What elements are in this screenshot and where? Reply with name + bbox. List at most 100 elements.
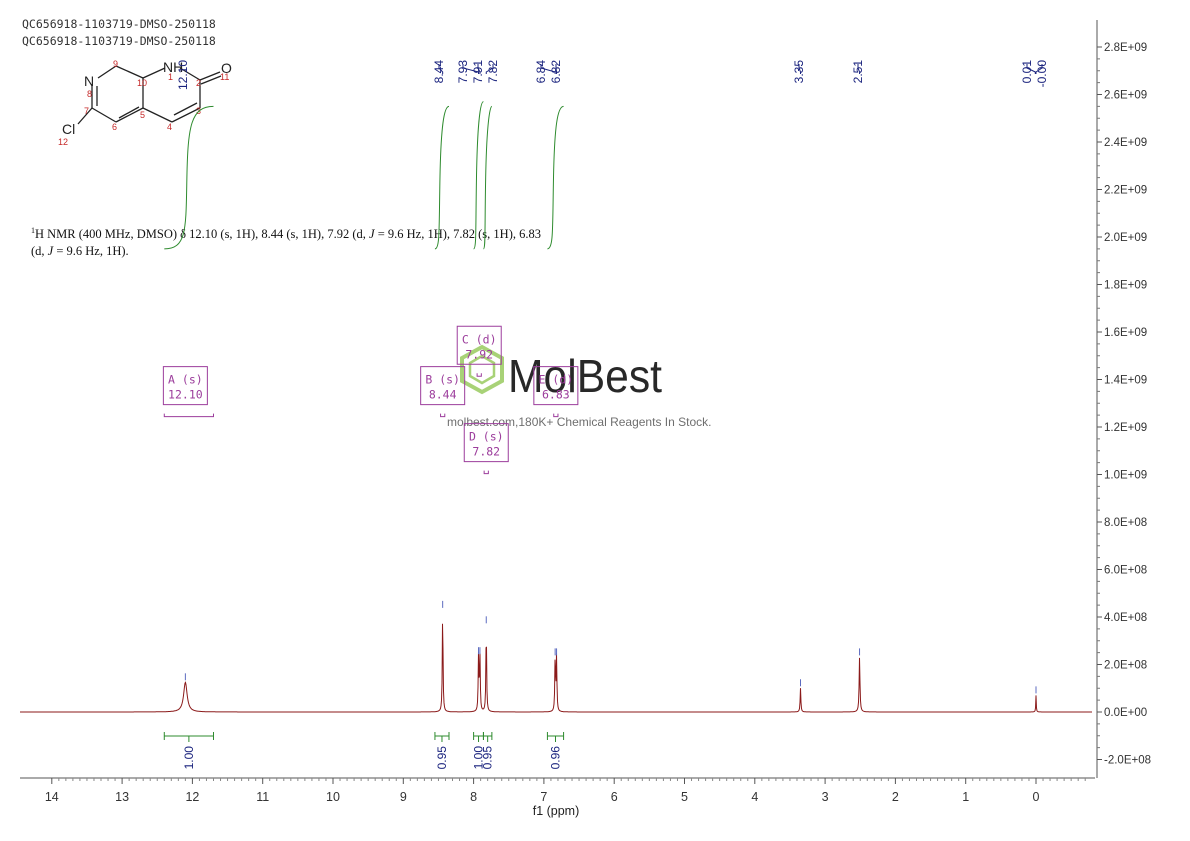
description-line1-post: = 9.6 Hz, 1H), 7.82 (s, 1H), 6.83 [375, 227, 541, 241]
multiplet-shift: 12.10 [168, 388, 203, 402]
peak-label: 0.01 [1020, 60, 1034, 84]
multiplet-range [163, 413, 214, 418]
x-tick-label: 8 [470, 790, 477, 804]
x-tick-label: 5 [681, 790, 688, 804]
x-tick-label: 0 [1033, 790, 1040, 804]
y-tick-label: 2.8E+09 [1104, 42, 1147, 54]
x-axis-title: f1 (ppm) [533, 804, 580, 818]
description-superscript: 1 [31, 226, 35, 235]
multiplet-box [162, 366, 208, 406]
x-tick-label: 13 [115, 790, 129, 804]
x-tick-label: 11 [256, 790, 269, 804]
y-tick-label: 1.0E+09 [1104, 470, 1147, 482]
peak-markers [184, 600, 1037, 694]
x-tick-label: 3 [822, 790, 829, 804]
multiplet-name: A (s) [168, 373, 203, 387]
peak-label: 7.82 [486, 60, 500, 84]
watermark-logo-icon [460, 344, 504, 395]
peak-label: 3.35 [792, 60, 806, 84]
integral-trace [473, 101, 484, 250]
y-tick-label: 4.0E+08 [1104, 612, 1147, 624]
description-line1-j: J [369, 227, 376, 241]
nmr-description-line1: 1H NMR (400 MHz, DMSO) δ 12.10 (s, 1H), … [31, 226, 541, 241]
y-tick-label: 8.0E+08 [1104, 517, 1147, 529]
integral-value: 0.95 [435, 746, 449, 770]
peak-label-connector [462, 64, 480, 74]
spectrum-trace [20, 623, 1092, 713]
atom-number-3: 3 [196, 106, 201, 116]
integral-value: 1.00 [472, 746, 486, 770]
multiplet-box [420, 366, 466, 406]
x-tick-label: 1 [962, 790, 969, 804]
peak-label-connector [1026, 64, 1036, 74]
y-tick-label: 1.4E+09 [1104, 375, 1147, 387]
multiplet-name: E (d) [539, 373, 574, 387]
description-line2-pre: (d, [31, 244, 48, 258]
integral-value: 0.95 [481, 746, 495, 770]
y-tick-label: 2.6E+09 [1104, 90, 1147, 102]
multiplet-boxes: A (s)12.10 B (s)8.44 C (d)7.92 D (s)7.82 E (… [162, 325, 579, 475]
y-tick-label: 2.0E+09 [1104, 232, 1147, 244]
multiplet-name: B (s) [425, 373, 460, 387]
x-tick-label: 10 [326, 790, 340, 804]
y-tick-label: 6.0E+08 [1104, 565, 1147, 577]
watermark-brand: MolBest [508, 350, 662, 402]
multiplet-box [456, 325, 502, 365]
atom-number-6: 6 [112, 122, 117, 132]
peak-label: 7.93 [456, 60, 470, 84]
peak-label-connector [857, 64, 861, 74]
multiplet-shift: 8.44 [429, 388, 457, 402]
atom-label-cl: Cl [62, 121, 75, 137]
multiplet-shift: 6.83 [542, 388, 570, 402]
nmr-description-line2: (d, J = 9.6 Hz, 1H). [31, 244, 129, 258]
atom-number-9: 9 [113, 59, 118, 69]
y-tick-label: 2.4E+09 [1104, 137, 1147, 149]
peak-label-connector [438, 64, 444, 74]
atom-number-7: 7 [84, 106, 89, 116]
integral-trace [547, 105, 564, 250]
peak-label-connector [485, 64, 494, 74]
y-axis-ticks: -2.0E+08 0.0E+00 2.0E+08 4.0E+08 6.0E+08 8.0E… [1097, 42, 1151, 767]
multiplet-range [483, 470, 489, 475]
sample-id-line1: QC656918-1103719-DMSO-250118 [22, 17, 216, 31]
integral-trace [434, 105, 450, 250]
integral-bracket [482, 732, 493, 742]
atom-number-4: 4 [167, 122, 172, 132]
multiplet-name: D (s) [469, 430, 504, 444]
sample-id-line2: QC656918-1103719-DMSO-250118 [22, 34, 216, 48]
atom-number-10: 10 [137, 78, 147, 88]
integral-trace [164, 105, 214, 250]
x-axis-ticks: 14 13 12 11 10 9 8 7 6 5 4 3 2 1 0 [45, 778, 1086, 804]
atom-number-8: 8 [87, 89, 92, 99]
x-tick-label: 6 [611, 790, 618, 804]
peak-label: -0.00 [1035, 60, 1049, 88]
peak-label-connector [1035, 64, 1043, 74]
atom-label-nh: NH [163, 59, 183, 75]
atom-number-5: 5 [140, 110, 145, 120]
integral-value: 0.96 [548, 746, 562, 770]
description-line1-pre: H NMR (400 MHz, DMSO) δ 12.10 (s, 1H), 8… [35, 227, 369, 241]
atom-number-12: 12 [58, 137, 68, 147]
y-tick-label: 1.6E+09 [1104, 327, 1147, 339]
peak-labels: 8.44 7.93 7.91 7.82 6.84 6.82 3.35 2.51 0.01 -0.0… [176, 60, 1049, 90]
peak-label-connector [555, 64, 558, 74]
x-tick-label: 4 [751, 790, 758, 804]
atom-number-2: 2 [196, 78, 201, 88]
integral-bracket [473, 732, 484, 742]
multiplet-box [533, 366, 579, 406]
description-line2-j: J [48, 244, 55, 258]
multiplet-name: C (d) [462, 332, 497, 346]
multiplet-range [553, 413, 559, 418]
atom-number-1: 1 [168, 72, 173, 82]
integral-brackets: 1.00 0.95 1.000.95 0.96 [163, 732, 565, 770]
x-tick-label: 2 [892, 790, 899, 804]
molecule-labels: N NH O Cl 1 2 3 4 5 6 7 8 9 10 11 12 [58, 59, 232, 147]
multiplet-box [463, 423, 509, 463]
peak-label: 12.10 [176, 60, 190, 90]
x-tick-label: 14 [45, 790, 59, 804]
peak-label-connector [540, 64, 556, 74]
description-line2-post: = 9.6 Hz, 1H). [53, 244, 128, 258]
atom-label-n: N [84, 73, 94, 89]
peak-label: 2.51 [851, 60, 865, 84]
